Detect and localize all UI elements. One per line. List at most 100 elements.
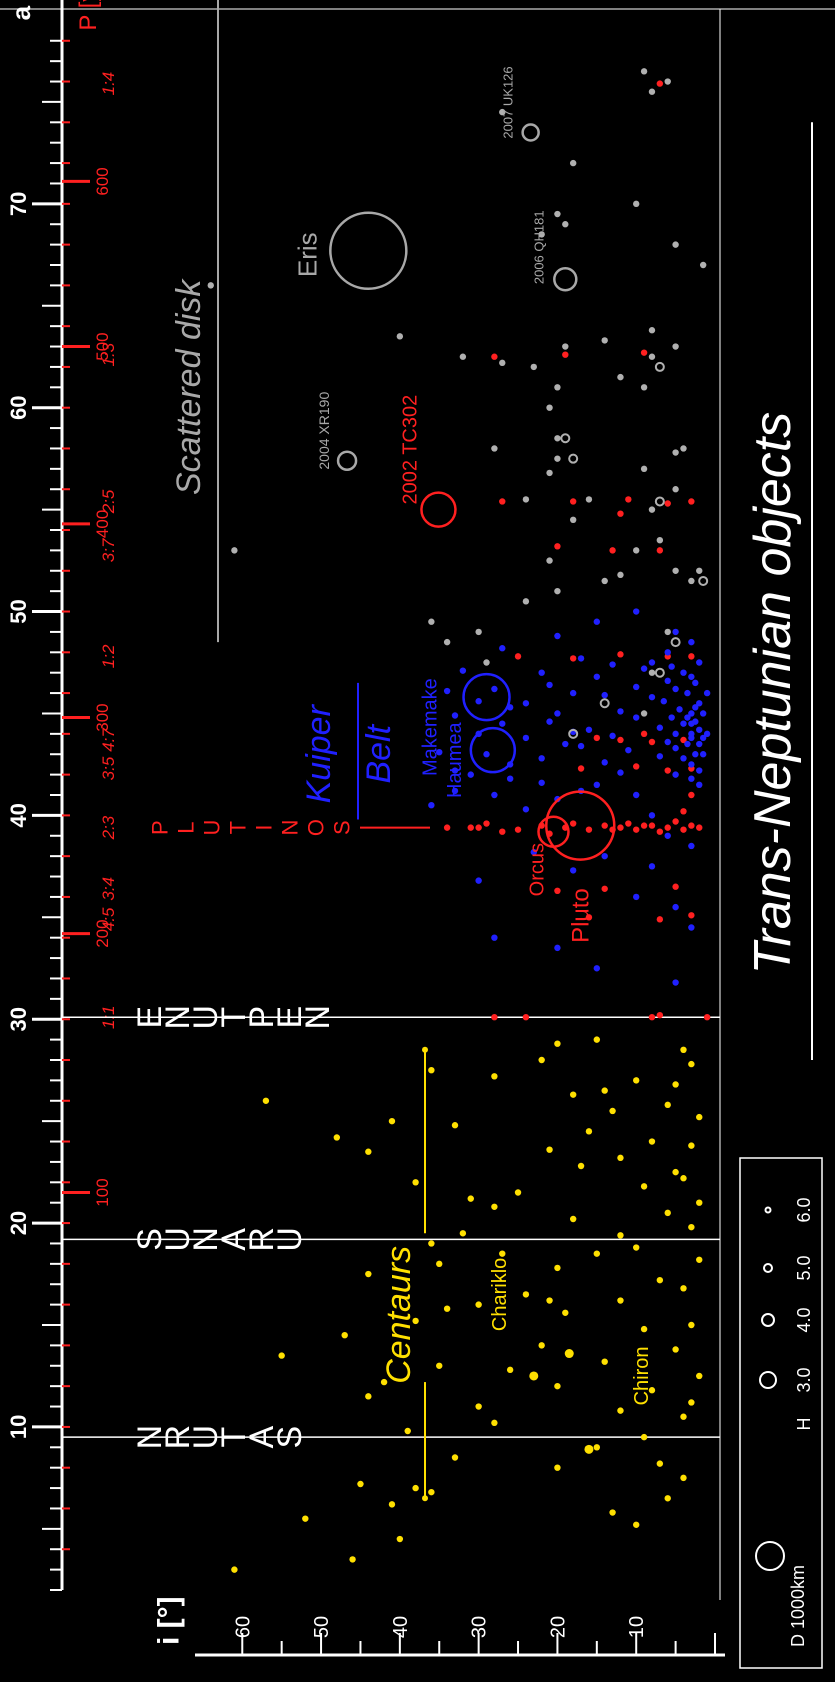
planet-label-letter: U [159,1227,197,1252]
planet-label-letter: A [215,1228,253,1251]
data-point [601,852,608,860]
data-point [668,714,675,721]
data-point [680,808,687,815]
resonance-label: 3:4 [99,877,118,901]
data-point [688,577,695,585]
data-point [633,1077,640,1084]
i-tick-label: 20 [547,1616,569,1638]
data-point [522,806,530,813]
data-point [680,1285,687,1292]
data-point [538,1056,545,1064]
data-point [436,1260,443,1268]
data-point [668,663,675,670]
a-tick-label: 30 [6,1007,31,1031]
data-point [341,1331,348,1339]
data-point [680,445,687,452]
data-point [601,1358,608,1365]
data-point [640,710,648,717]
data-point [593,1444,601,1451]
data-point [664,824,671,831]
data-point [601,337,608,344]
data-point [569,867,577,874]
data-point [569,655,577,662]
legend-h-entry: 4.0 [794,1307,814,1332]
data-point [625,496,632,503]
period-tick-label: 500 [93,332,112,360]
data-point [648,659,656,666]
data-point [585,826,593,833]
i-tick-label: 40 [390,1616,412,1638]
data-point [601,885,608,892]
data-point [692,751,699,758]
data-point [688,1142,695,1149]
orcus-label: Orcus [526,843,548,896]
data-point [475,1403,482,1410]
uk126-label: 2007 UK126 [501,66,516,138]
data-point [443,1305,451,1312]
period-tick-label: 300 [93,703,112,731]
centaurs-line-dot [422,1495,428,1502]
data-point [554,1464,561,1471]
plutinos-letter: U [200,820,225,836]
data-point [640,1325,648,1333]
data-point [560,433,571,444]
data-point [483,751,490,758]
data-point [648,812,656,819]
data-point [672,449,679,456]
data-point [696,726,703,733]
a-tick-label: 10 [6,1415,31,1439]
data-point [569,498,577,505]
data-point [584,1444,594,1454]
planet-label-letter: T [215,1427,253,1448]
data-point [593,734,601,742]
data-point [617,510,624,517]
data-point [672,567,679,574]
planet-label-letter: N [159,1005,197,1030]
data-point [529,1371,539,1381]
data-point [640,1183,648,1190]
resonance-label: 1:4 [99,72,118,96]
data-point [451,1122,459,1129]
data-point [648,738,656,746]
legend-h-circle [763,1263,773,1273]
pluto-label: Pluto [567,888,594,943]
named-object-circle [329,211,408,290]
data-point [664,767,671,774]
data-point [648,88,656,95]
data-point [506,775,514,782]
data-point [593,673,601,680]
planet-label-letter: R [243,1227,281,1252]
data-point [672,903,679,911]
data-point [569,689,577,697]
data-point [680,826,687,833]
data-point [522,1013,530,1021]
data-point [554,1382,561,1390]
data-point [672,1168,679,1176]
data-point [684,740,691,748]
i-tick-label: 60 [232,1616,254,1638]
data-point [451,712,459,719]
data-point [609,1107,616,1115]
data-point [593,965,601,972]
data-point [491,685,498,693]
data-point [654,361,665,372]
chart-title: Trans-Neptunian objects [744,412,802,975]
data-point [365,1148,372,1155]
data-point [451,767,459,774]
data-point [680,720,687,727]
planet-label-letter: T [215,1007,253,1028]
data-point [664,628,671,636]
plutinos-letter: P [148,820,173,835]
centaurs-line-dot [422,1046,428,1053]
data-point [617,373,624,381]
data-point [609,1509,616,1516]
data-point [670,637,681,648]
data-point [672,343,679,350]
data-point [617,1407,624,1414]
data-point [569,1215,577,1223]
data-point [664,677,671,685]
data-point [412,1317,419,1325]
data-point [467,771,474,778]
data-point [680,1175,687,1182]
